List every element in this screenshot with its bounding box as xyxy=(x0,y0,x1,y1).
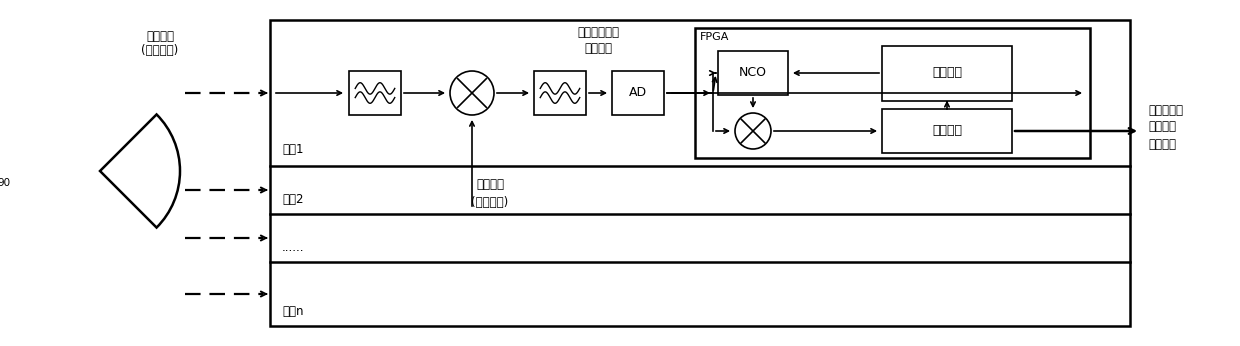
Text: 通道n: 通道n xyxy=(281,305,304,318)
Bar xyxy=(534,71,587,115)
Bar xyxy=(718,51,787,95)
Text: 通道2: 通道2 xyxy=(281,193,304,206)
Text: 校准信号: 校准信号 xyxy=(146,29,174,43)
Text: 抽取滤波: 抽取滤波 xyxy=(932,125,962,137)
Bar xyxy=(270,20,1130,326)
Text: 本振信号: 本振信号 xyxy=(476,177,503,191)
Text: AD: AD xyxy=(629,86,647,100)
Text: 90: 90 xyxy=(0,178,10,188)
Text: ......: ...... xyxy=(281,241,305,254)
Bar xyxy=(348,71,401,115)
Wedge shape xyxy=(100,115,180,228)
Text: （点频）: （点频） xyxy=(1148,138,1176,152)
Text: 基带信号: 基带信号 xyxy=(1148,120,1176,134)
Bar xyxy=(613,71,663,115)
Text: （点频）: （点频） xyxy=(584,42,613,55)
Text: NCO: NCO xyxy=(739,66,768,80)
Text: 模拟中频信号: 模拟中频信号 xyxy=(577,26,619,38)
Text: 频率测量: 频率测量 xyxy=(932,66,962,80)
Text: 通道1: 通道1 xyxy=(281,143,304,156)
Bar xyxy=(694,28,1090,158)
Text: FPGA: FPGA xyxy=(701,32,729,42)
Bar xyxy=(882,109,1012,153)
Text: (线性调频): (线性调频) xyxy=(141,45,179,57)
Text: 校准后数字: 校准后数字 xyxy=(1148,104,1183,118)
Text: (线性调频): (线性调频) xyxy=(471,195,508,209)
Bar xyxy=(882,46,1012,100)
